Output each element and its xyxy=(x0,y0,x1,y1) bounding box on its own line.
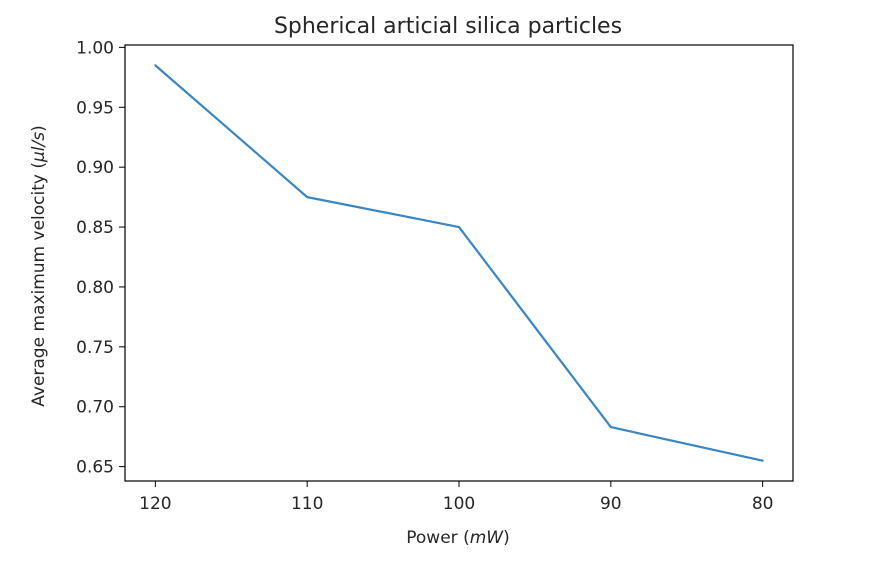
y-tick-label: 0.75 xyxy=(76,338,114,358)
x-axis-label-prefix: Power ( xyxy=(406,528,469,548)
x-tick-label: 80 xyxy=(752,494,774,514)
series-layer xyxy=(154,64,764,462)
series-line xyxy=(154,64,764,462)
y-axis-label-prefix: Average maximum velocity ( xyxy=(29,162,49,407)
y-tick-label: 0.90 xyxy=(76,158,114,178)
plot-area xyxy=(124,44,794,482)
x-axis-label-suffix: ) xyxy=(503,528,510,548)
x-axis-label: Power (mW) xyxy=(406,528,509,548)
chart-title: Spherical articial silica particles xyxy=(274,14,622,39)
x-tick-label: 100 xyxy=(443,494,475,514)
x-tick-label: 90 xyxy=(600,494,622,514)
y-axis-label: Average maximum velocity (μl/s) xyxy=(29,125,49,407)
x-tick-label: 110 xyxy=(291,494,323,514)
y-axis-label-suffix: ) xyxy=(29,125,49,132)
y-axis-label-unit: μl/s xyxy=(29,132,49,163)
y-tick-label: 1.00 xyxy=(76,38,114,58)
x-axis-ticks: 120 110 100 90 80 xyxy=(139,481,773,514)
y-tick-label: 0.95 xyxy=(76,98,114,118)
y-axis-ticks: 0.65 0.70 0.75 0.80 0.85 0.90 0.95 1.00 xyxy=(76,38,125,478)
plot-frame xyxy=(124,44,794,482)
y-tick-label: 0.65 xyxy=(76,458,114,478)
x-tick-label: 120 xyxy=(139,494,171,514)
x-axis-label-unit: mW xyxy=(470,528,505,548)
y-tick-label: 0.85 xyxy=(76,218,114,238)
y-tick-label: 0.80 xyxy=(76,278,114,298)
y-tick-label: 0.70 xyxy=(76,398,114,418)
